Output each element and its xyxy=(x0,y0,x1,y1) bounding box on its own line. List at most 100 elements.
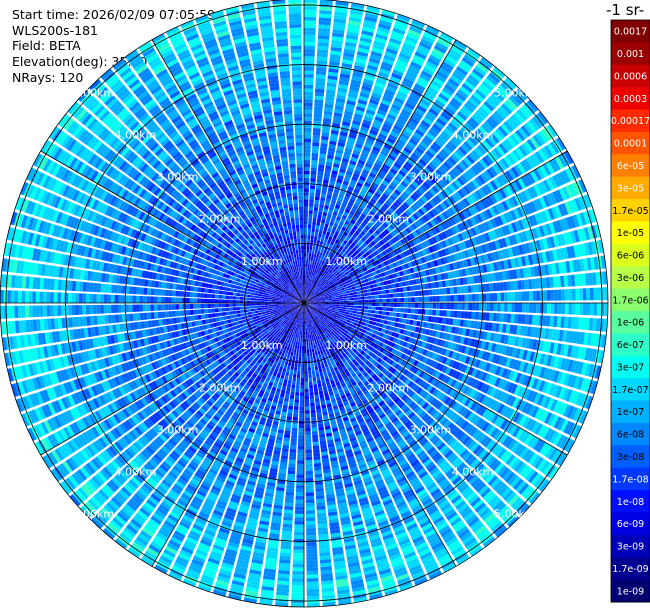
range-gate xyxy=(438,67,450,77)
range-gate xyxy=(457,88,469,99)
range-gate xyxy=(406,32,420,41)
range-gate xyxy=(579,303,583,315)
range-gate xyxy=(354,244,360,250)
range-gate xyxy=(304,127,312,132)
range-gate xyxy=(382,202,390,210)
range-gate xyxy=(314,398,320,403)
range-gate xyxy=(323,265,328,270)
range-gate xyxy=(483,101,495,112)
range-gate xyxy=(525,303,530,313)
range-gate xyxy=(305,267,308,271)
range-gate xyxy=(311,292,315,296)
range-gate xyxy=(364,194,372,201)
range-gate xyxy=(314,290,318,294)
range-gate xyxy=(318,20,331,26)
range-gate xyxy=(331,266,335,271)
range-gate xyxy=(396,138,406,147)
range-gate xyxy=(304,184,310,189)
range-gate xyxy=(439,288,444,295)
range-gate xyxy=(317,379,322,385)
range-gate xyxy=(315,287,320,291)
range-gate xyxy=(409,117,420,125)
range-gate xyxy=(304,63,315,68)
ray xyxy=(304,13,411,303)
range-gate xyxy=(307,331,310,335)
range-gate xyxy=(389,151,399,159)
range-gate xyxy=(304,52,315,57)
range-gate xyxy=(346,234,352,239)
range-gate xyxy=(375,33,388,41)
range-gate xyxy=(486,303,490,311)
range-gate xyxy=(337,175,344,181)
range-gate xyxy=(368,57,381,65)
range-gate xyxy=(554,303,558,314)
range-gate xyxy=(321,273,325,277)
range-gate xyxy=(403,177,411,186)
range-gate xyxy=(503,313,508,323)
range-gate xyxy=(432,296,437,302)
range-gate xyxy=(399,287,404,293)
range-gate xyxy=(374,192,381,199)
range-gate xyxy=(568,288,573,301)
range-gate xyxy=(332,268,337,273)
range-gate xyxy=(306,281,309,286)
range-gate xyxy=(304,296,307,300)
range-gate xyxy=(421,35,435,44)
range-gate xyxy=(338,294,343,298)
range-gate xyxy=(446,103,458,113)
range-gate xyxy=(333,264,338,269)
range-gate xyxy=(313,110,323,115)
range-gate xyxy=(342,296,347,299)
range-gate xyxy=(333,115,342,121)
range-gate xyxy=(328,236,333,241)
range-gate xyxy=(440,148,450,158)
range-gate xyxy=(317,214,322,219)
range-gate xyxy=(356,291,361,295)
range-gate xyxy=(320,139,329,144)
range-gate xyxy=(428,129,438,138)
range-gate xyxy=(414,297,419,302)
range-gate xyxy=(389,194,397,202)
range-gate xyxy=(316,178,323,183)
range-gate xyxy=(305,292,307,297)
range-gate xyxy=(335,182,342,188)
range-gate xyxy=(336,227,341,233)
range-gate xyxy=(400,303,405,308)
range-gate xyxy=(390,130,399,138)
range-gate xyxy=(321,300,326,302)
range-gate xyxy=(309,195,315,200)
range-gate xyxy=(348,231,354,236)
range-gate xyxy=(327,228,332,233)
range-gate xyxy=(314,362,318,367)
range-gate xyxy=(353,188,360,195)
range-gate xyxy=(328,206,335,211)
range-gate xyxy=(380,99,391,107)
range-gate xyxy=(343,298,347,301)
range-gate xyxy=(308,260,311,265)
range-gate xyxy=(332,25,346,31)
range-gate xyxy=(375,78,387,86)
range-gate xyxy=(308,220,312,225)
range-gate xyxy=(347,27,360,34)
range-gate xyxy=(575,303,580,315)
range-gate xyxy=(304,285,306,289)
range-gate xyxy=(318,284,322,288)
range-gate xyxy=(435,41,449,51)
range-gate xyxy=(474,311,480,320)
range-gate xyxy=(361,299,365,303)
range-gate xyxy=(318,390,324,395)
ray xyxy=(304,5,380,303)
range-gate xyxy=(416,175,425,184)
range-gate xyxy=(316,266,320,271)
range-gate xyxy=(336,200,342,206)
range-gate xyxy=(366,204,373,210)
range-gate xyxy=(344,208,351,214)
range-gate xyxy=(407,67,419,76)
range-gate xyxy=(317,49,329,54)
range-gate xyxy=(353,239,359,245)
range-gate xyxy=(593,303,598,316)
range-gate xyxy=(325,276,330,281)
range-gate xyxy=(309,185,316,190)
range-gate xyxy=(311,283,314,287)
range-gate xyxy=(579,288,583,301)
